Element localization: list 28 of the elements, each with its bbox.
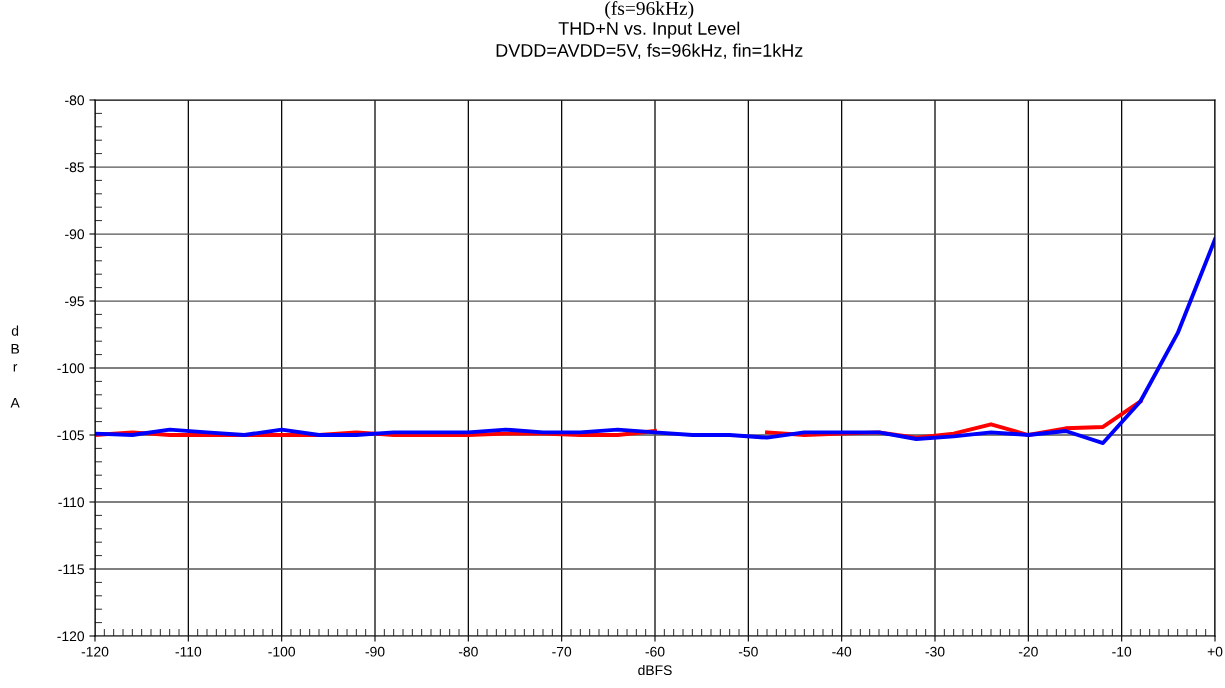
x-tick-label: -120: [81, 646, 109, 657]
y-tick-label: -110: [58, 497, 85, 508]
y-tick-label: -90: [65, 229, 85, 240]
x-tick-label: -70: [552, 646, 572, 657]
x-tick-label: -80: [458, 646, 478, 657]
x-tick-label: -60: [645, 646, 665, 657]
x-axis-title: dBFS: [638, 664, 672, 676]
y-tick-label: -105: [57, 430, 84, 441]
x-tick-label: -50: [738, 646, 758, 657]
y-tick-label: -120: [57, 631, 85, 642]
chart-subtitle: DVDD=AVDD=5V, fs=96kHz, fin=1kHz: [496, 43, 803, 59]
x-tick-label: -110: [175, 646, 202, 657]
chart-title: THD+N vs. Input Level: [558, 21, 740, 39]
text: dBr A: [10, 325, 20, 408]
x-tick-label: -90: [365, 646, 385, 657]
y-tick-label: -95: [65, 296, 84, 307]
text: (fs=96kHz): [605, 1, 694, 19]
y-tick-label: -100: [57, 363, 85, 374]
x-tick-label: +0: [1207, 646, 1223, 657]
line-series: [95, 237, 1215, 445]
y-tick-label: -115: [58, 564, 84, 575]
y-tick-label: -85: [65, 162, 84, 173]
x-tick-label: -30: [925, 646, 945, 657]
y-tick-label: -80: [65, 95, 85, 106]
x-tick-label: -40: [832, 646, 852, 657]
x-tick-label: -100: [268, 646, 296, 657]
x-tick-label: -20: [1018, 646, 1038, 657]
x-tick-label: -10: [1112, 646, 1132, 657]
